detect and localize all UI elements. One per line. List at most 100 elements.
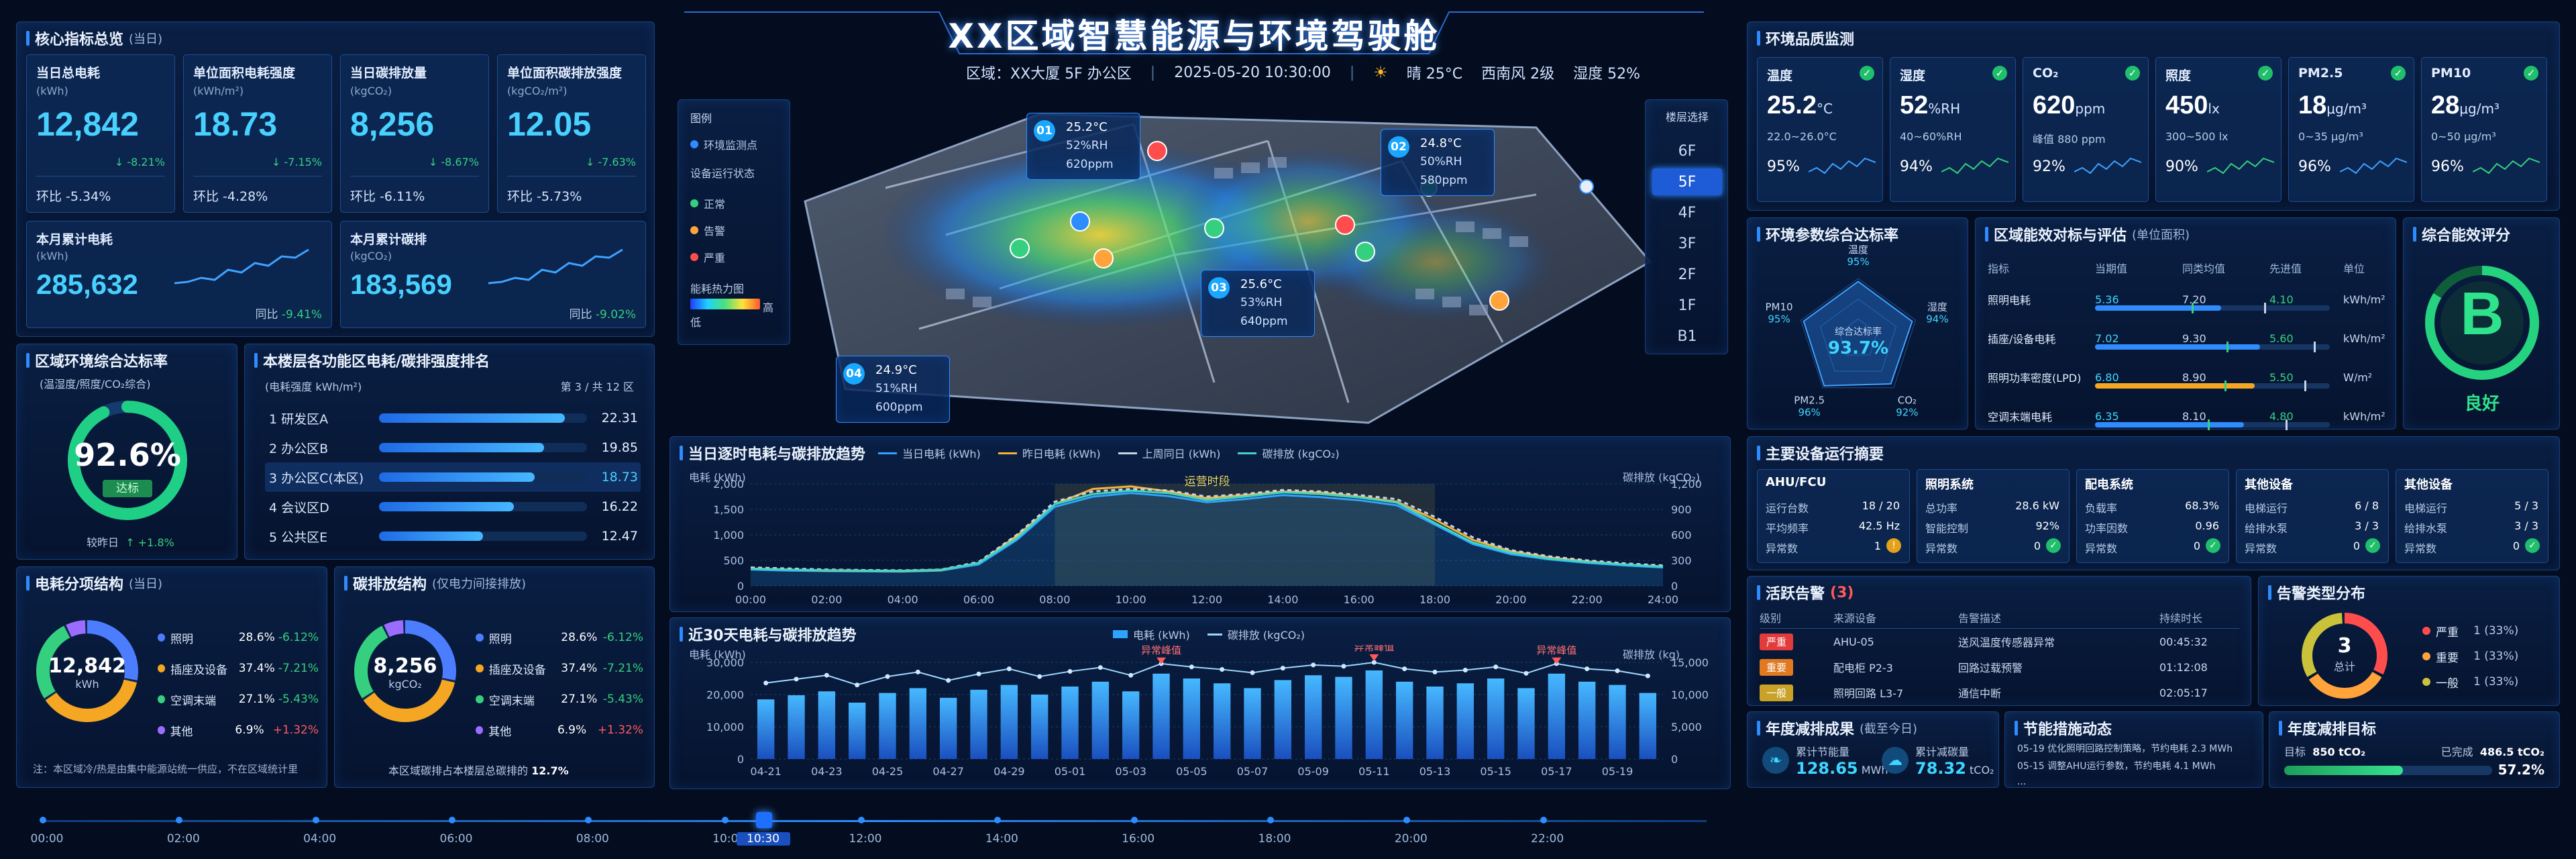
m-legend-item[interactable]: 碳排放 (kgCO₂) — [1207, 626, 1305, 642]
timeline-tick-dot[interactable] — [721, 817, 729, 823]
floor-button-2f[interactable]: 2F — [1678, 266, 1697, 283]
equip-group[interactable]: 其他设备 电梯运行 6 / 8 给排水泵 3 / 3 异常数 0 ✓ — [2236, 469, 2389, 563]
bar[interactable] — [1274, 680, 1292, 759]
timeline-current-marker[interactable] — [755, 812, 772, 828]
measure-item[interactable]: ... — [2017, 776, 2027, 787]
rt-legend-item[interactable]: 碳排放 (kgCO₂) — [1238, 445, 1340, 461]
anomaly-marker-icon[interactable] — [1157, 657, 1166, 664]
measure-item[interactable]: 05-19 优化照明回路控制策略，节约电耗 2.3 MWh — [2017, 744, 2233, 754]
alarm-type-slice[interactable] — [2302, 613, 2387, 699]
timeline-tick-dot[interactable] — [858, 817, 865, 823]
sensor-callout[interactable]: 01 25.2°C 52%RH 620ppm — [1026, 113, 1140, 180]
floor-button-6f[interactable]: 6F — [1678, 142, 1697, 160]
bar[interactable] — [879, 693, 896, 759]
elec-slice[interactable] — [36, 620, 138, 722]
bench-row[interactable]: 照明功率密度(LPD) 6.80 8.90 5.50 W/m² — [1988, 358, 2387, 397]
bar[interactable] — [1609, 685, 1626, 759]
bar[interactable] — [970, 689, 987, 759]
bench-row[interactable]: 空调末端电耗 6.35 8.10 4.80 kWh/m² — [1988, 397, 2387, 436]
env-card[interactable]: 照度 ✓ 450lx 300~500 lx 90% — [2155, 57, 2282, 202]
kpi-card[interactable]: 当日碳排放量 (kgCO₂) 8,256 ↓ -8.67% 环比 -6.11% — [340, 54, 489, 213]
bar[interactable] — [1578, 681, 1596, 759]
bar[interactable] — [1304, 675, 1322, 759]
sensor-callout[interactable]: 03 25.6°C 53%RH 640ppm — [1201, 270, 1315, 337]
env-card[interactable]: CO₂ ✓ 620ppm 峰值 880 ppm 92% — [2023, 57, 2149, 202]
rt-legend-item[interactable]: 上周同日 (kWh) — [1118, 445, 1220, 461]
floor-button-1f[interactable]: 1F — [1678, 297, 1697, 314]
ranking-row[interactable]: 1 研发区A 22.31 — [265, 403, 641, 433]
bar[interactable] — [1456, 683, 1474, 759]
sensor-callout[interactable]: 04 24.9°C 51%RH 600ppm — [836, 356, 950, 423]
bar[interactable] — [1548, 673, 1566, 759]
env-card[interactable]: 温度 ✓ 25.2°C 22.0~26.0°C 95% — [1757, 57, 1883, 202]
alarm-row[interactable]: 严重 AHU-05 送风温度传感器异常 00:45:32 — [1760, 629, 2240, 654]
measure-item[interactable]: 05-15 调整AHU运行参数，节约电耗 4.1 MWh — [2017, 761, 2216, 772]
floor-button-5f[interactable]: 5F — [1652, 168, 1722, 195]
bar[interactable] — [1487, 678, 1505, 759]
bench-row[interactable]: 插座/设备电耗 7.02 9.30 5.60 kWh/m² — [1988, 319, 2387, 358]
floor-button-4f[interactable]: 4F — [1678, 204, 1697, 221]
bar[interactable] — [1639, 693, 1657, 759]
equip-group[interactable]: 其他设备 电梯运行 5 / 3 给排水泵 3 / 3 异常数 0 ✓ — [2396, 469, 2548, 563]
equip-group[interactable]: 照明系统 总功率 28.6 kW 智能控制 92% 异常数 0 ✓ — [1917, 469, 2070, 563]
series-line[interactable] — [750, 488, 1664, 572]
bar[interactable] — [939, 697, 957, 759]
bar[interactable] — [1213, 683, 1231, 759]
bar[interactable] — [1152, 673, 1170, 759]
month-bar-chart[interactable]: 30,000 15,000 20,000 10,000 10,000 5,000 0 0 电耗 … — [670, 645, 1731, 790]
timeline-tick-dot[interactable] — [312, 817, 319, 823]
bar[interactable] — [1365, 670, 1383, 759]
bar[interactable] — [1517, 688, 1535, 759]
env-card[interactable]: PM2.5 ✓ 18μg/m³ 0~35 μg/m³ 96% — [2288, 57, 2414, 202]
bar[interactable] — [1395, 681, 1413, 759]
timeline-tick-dot[interactable] — [1130, 817, 1138, 823]
rt-legend-item[interactable]: 昨日电耗 (kWh) — [998, 445, 1101, 461]
alarm-type-slice[interactable] — [2302, 613, 2387, 699]
bar[interactable] — [1183, 678, 1201, 759]
timeline-tick-dot[interactable] — [585, 817, 592, 823]
alarm-row[interactable]: 重要 配电柜 P2-3 回路过载预警 01:12:08 — [1760, 654, 2240, 680]
radar-area[interactable] — [1803, 281, 1913, 387]
ranking-row[interactable]: 3 办公区C(本区) 18.73 — [265, 462, 641, 492]
timeline-tick-dot[interactable] — [176, 817, 183, 823]
kpi-card[interactable]: 单位面积电耗强度 (kWh/m²) 18.73 ↓ -7.15% 环比 -4.28% — [183, 54, 332, 213]
bar[interactable] — [909, 688, 927, 759]
timeline-tick-dot[interactable] — [40, 817, 46, 823]
timeline-tick-dot[interactable] — [1403, 817, 1411, 823]
month-card[interactable]: 本月累计电耗 (kWh) 285,632 同比 -9.41% — [26, 221, 332, 328]
anomaly-marker-icon[interactable] — [1552, 657, 1562, 664]
bar[interactable] — [757, 699, 775, 759]
carbon-slice[interactable] — [354, 620, 456, 722]
floor-button-3f[interactable]: 3F — [1678, 235, 1697, 252]
elec-slice[interactable] — [36, 620, 138, 722]
kpi-card[interactable]: 当日总电耗 (kWh) 12,842 ↓ -8.21% 环比 -5.34% — [26, 54, 175, 213]
floor-plan-3d[interactable] — [664, 87, 1737, 430]
timeline-tick-dot[interactable] — [449, 817, 455, 823]
bar[interactable] — [1122, 691, 1140, 759]
kpi-card[interactable]: 单位面积碳排放强度 (kgCO₂/m²) 12.05 ↓ -7.63% 环比 -5.73… — [497, 54, 646, 213]
bar[interactable] — [1000, 685, 1018, 759]
rt-legend-item[interactable]: 当日电耗 (kWh) — [878, 445, 981, 461]
timeline-tick-dot[interactable] — [1540, 817, 1547, 823]
alarm-row[interactable]: 一般 照明回路 L3-7 通信中断 02:05:17 — [1760, 680, 2240, 705]
month-card[interactable]: 本月累计碳排 (kgCO₂) 183,569 同比 -9.02% — [340, 221, 646, 328]
ranking-row[interactable]: 5 公共区E 12.47 — [265, 521, 641, 551]
equip-group[interactable]: AHU/FCU 运行台数 18 / 20 平均频率 42.5 Hz 异常数 1! — [1757, 469, 1910, 563]
timeline-bar[interactable]: 00:00 02:00 04:00 06:00 08:00 10:00 10:30 12:00… — [16, 805, 1731, 854]
elec-slice[interactable] — [36, 620, 138, 722]
timeline-tick-dot[interactable] — [994, 817, 1002, 823]
bar[interactable] — [1030, 695, 1049, 759]
series-line[interactable] — [750, 489, 1664, 572]
ranking-row[interactable]: 2 办公区B 19.85 — [265, 433, 641, 462]
bar[interactable] — [1061, 687, 1079, 759]
bar[interactable] — [848, 703, 866, 759]
ranking-row[interactable]: 4 会议区D 16.22 — [265, 492, 641, 521]
timeline-tick-dot[interactable] — [1267, 817, 1274, 823]
bar[interactable] — [1335, 676, 1352, 759]
carbon-slice[interactable] — [354, 620, 456, 722]
bench-row[interactable]: 照明电耗 5.36 7.20 4.10 kWh/m² — [1988, 280, 2387, 319]
bar[interactable] — [788, 695, 805, 759]
bar[interactable] — [1244, 688, 1261, 759]
carbon-slice[interactable] — [354, 620, 456, 722]
